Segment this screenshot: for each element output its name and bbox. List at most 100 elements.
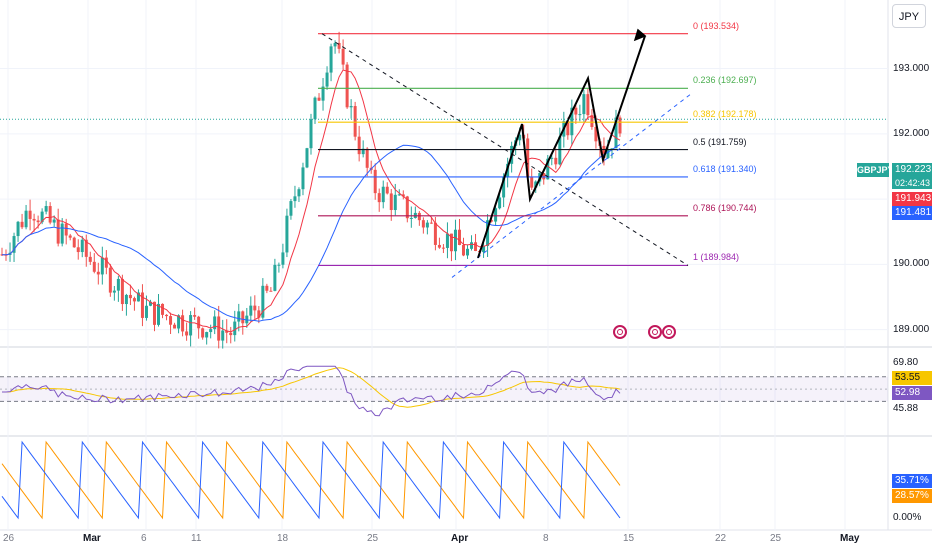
candle-body	[333, 42, 337, 47]
candle-body	[128, 294, 132, 299]
candle-body	[297, 189, 301, 197]
candle-body	[602, 145, 606, 158]
candle-body	[578, 114, 582, 116]
fib-label: 1 (189.984)	[693, 252, 740, 263]
rsi-lower-level: 45.88	[893, 403, 919, 414]
symbol-tag: GBPJPY	[857, 163, 894, 177]
rsi-pane	[0, 365, 888, 417]
candle-body	[558, 136, 562, 165]
candle-body	[429, 222, 433, 224]
time-tick-label: Apr	[451, 533, 469, 544]
candle-body	[377, 193, 381, 203]
candle-body	[205, 332, 209, 338]
candle-body	[470, 242, 474, 249]
aroon-down-tag: 35.71%	[892, 474, 932, 488]
candle-body	[80, 239, 84, 253]
candle-body	[570, 107, 574, 136]
candle-body	[124, 294, 128, 305]
candle-body	[76, 247, 80, 253]
candle-body	[12, 236, 16, 253]
time-tick-label: May	[840, 533, 860, 544]
candle-body	[614, 117, 618, 149]
candle-body	[453, 229, 457, 252]
candle-body	[173, 324, 177, 329]
fib-label: 0.236 (192.697)	[693, 75, 757, 86]
candle-body	[64, 223, 68, 236]
economic-event-icon[interactable]	[662, 325, 676, 339]
candle-body	[193, 315, 197, 317]
candle-body	[590, 115, 594, 127]
candle-body	[249, 305, 253, 316]
candle-body	[381, 186, 385, 203]
candle-body	[108, 267, 112, 293]
candle-body	[466, 248, 470, 256]
economic-event-icon[interactable]	[613, 325, 627, 339]
ma-slow-tag: 191.481	[892, 206, 932, 220]
candle-body	[357, 136, 361, 155]
candle-body	[189, 315, 193, 336]
candle-body	[554, 157, 558, 165]
candle-body	[36, 220, 40, 223]
candle-body	[494, 208, 498, 222]
currency-button[interactable]: JPY	[892, 4, 926, 28]
candle-body	[618, 117, 622, 134]
candle-body	[325, 72, 329, 87]
time-tick-label: 8	[543, 533, 549, 544]
rsi-upper-level: 69.80	[893, 357, 919, 368]
candle-body	[177, 315, 181, 329]
candle-body	[28, 210, 32, 219]
ma-fast-line	[1, 69, 621, 333]
candle-body	[606, 149, 610, 158]
candle-body	[225, 330, 229, 333]
candle-body	[161, 303, 165, 315]
descending-trendline	[321, 33, 689, 266]
candle-body	[213, 316, 217, 330]
candle-body	[542, 173, 546, 180]
candle-body	[425, 222, 429, 228]
price-tick-label: 189.000	[893, 323, 930, 335]
time-tick-label: 11	[191, 533, 202, 544]
candle-body	[152, 301, 156, 325]
candle-body	[237, 311, 241, 322]
rsi-line	[2, 365, 621, 417]
candle-body	[96, 271, 100, 275]
projection-path	[477, 35, 646, 259]
candle-body	[245, 315, 249, 324]
candle-body	[373, 169, 377, 194]
candle-body	[353, 106, 357, 137]
candle-body	[157, 303, 161, 325]
bar-countdown: 02:42:43	[892, 177, 932, 189]
candle-body	[32, 218, 36, 221]
candle-body	[385, 186, 389, 194]
projection-arrowhead	[633, 28, 647, 42]
candle-body	[261, 285, 265, 318]
candle-body	[144, 305, 148, 318]
candle-body	[60, 223, 64, 244]
candle-body	[405, 196, 409, 219]
candle-body	[140, 292, 144, 318]
candle-body	[181, 315, 185, 332]
candle-body	[445, 233, 449, 248]
aroon-pane	[1, 440, 621, 520]
fib-label: 0.5 (191.759)	[693, 136, 747, 147]
price-pane	[0, 28, 888, 349]
candle-body	[301, 167, 305, 190]
candle-body	[441, 247, 445, 249]
candle-body	[321, 86, 325, 101]
candle-body	[44, 206, 48, 212]
candle-body	[48, 206, 52, 223]
candle-body	[120, 278, 124, 305]
candle-body	[72, 237, 76, 248]
candle-body	[201, 328, 205, 338]
ascending-trendline	[451, 94, 691, 278]
candle-body	[393, 194, 397, 211]
aroon-up-line	[1, 440, 621, 520]
candle-body	[534, 181, 538, 188]
economic-event-icon[interactable]	[648, 325, 662, 339]
candle-body	[104, 257, 108, 268]
time-tick-label: 25	[770, 533, 782, 544]
candle-body	[257, 310, 261, 318]
candle-body	[349, 106, 353, 108]
candle-body	[88, 256, 92, 262]
